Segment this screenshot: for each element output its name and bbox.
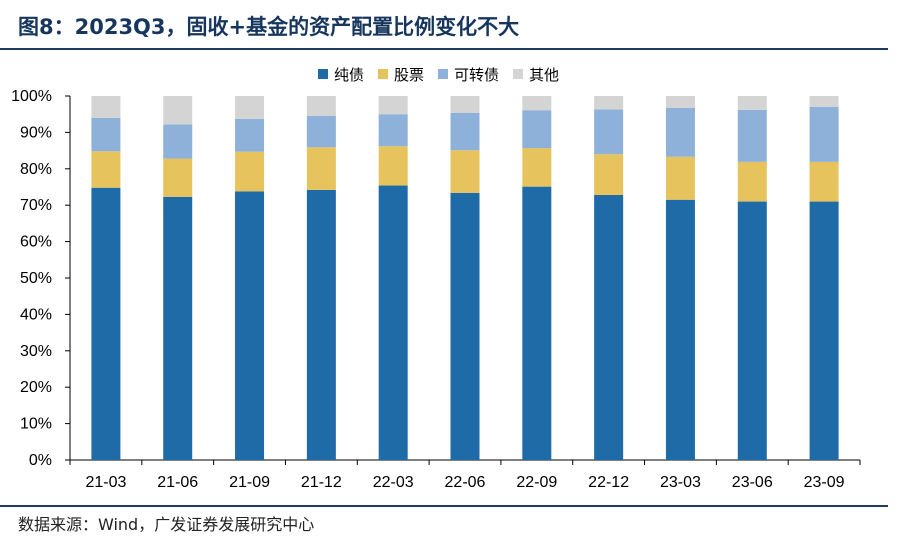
bar-segment xyxy=(450,192,480,460)
chart-title: 图8：2023Q3，固收+基金的资产配置比例变化不大 xyxy=(18,15,520,39)
bar-segment xyxy=(91,151,121,188)
stacked-bar-chart: 0% 10% 20% 30% 40% 50% 60% 70% 80% 90% 100% 21-03 21… xyxy=(11,88,861,491)
legend-swatch xyxy=(378,69,389,79)
y-tick-label: 10% xyxy=(20,416,52,433)
bar-segment xyxy=(809,161,839,202)
source-note: 数据来源：Wind，广发证券发展研究中心 xyxy=(18,515,315,534)
bar-segment xyxy=(306,96,336,117)
bar-segment xyxy=(235,118,265,152)
y-tick-label: 20% xyxy=(20,379,52,396)
bar-segment xyxy=(737,201,767,460)
bar-segment xyxy=(163,96,193,125)
y-tick-label: 50% xyxy=(20,270,52,287)
x-tick-label: 23-03 xyxy=(660,474,701,491)
top-divider xyxy=(0,48,888,50)
legend-item: 其他 xyxy=(513,64,559,85)
bar-segment xyxy=(594,109,624,155)
x-tick-label: 22-03 xyxy=(373,474,414,491)
y-tick-label: 30% xyxy=(20,343,52,360)
bar-segment xyxy=(306,116,336,148)
x-tick-label: 22-06 xyxy=(445,474,486,491)
y-tick-label: 90% xyxy=(20,124,52,141)
legend-label: 可转债 xyxy=(454,65,500,84)
x-tick-label: 22-12 xyxy=(588,474,629,491)
y-tick-label: 80% xyxy=(20,161,52,178)
bottom-divider xyxy=(0,505,888,507)
bar-segment xyxy=(235,96,265,119)
bar-segment xyxy=(163,124,193,159)
bar-segment xyxy=(522,186,552,461)
bar-segment xyxy=(522,148,552,187)
bar-segment xyxy=(737,109,767,162)
legend-item: 纯债 xyxy=(318,64,364,85)
bar-segment xyxy=(306,189,336,461)
bar-segment xyxy=(163,196,193,460)
bar-segment xyxy=(235,191,265,461)
bar-segment xyxy=(809,201,839,460)
bar-segment xyxy=(450,112,480,151)
bar-segment xyxy=(665,199,695,461)
legend: 纯债 股票 可转债 其他 xyxy=(318,63,573,85)
bar-segment xyxy=(594,96,624,110)
legend-swatch xyxy=(318,69,328,79)
y-tick-label: 40% xyxy=(20,306,52,323)
bar-segment xyxy=(91,96,121,118)
bar-segment xyxy=(378,146,408,186)
bar-segment xyxy=(737,96,767,110)
legend-label: 纯债 xyxy=(334,65,365,84)
bar-segment xyxy=(522,110,552,149)
x-tick-label: 21-12 xyxy=(301,474,342,491)
bar-segment xyxy=(809,96,839,107)
legend-item: 股票 xyxy=(378,64,424,85)
legend-label: 其他 xyxy=(529,65,560,84)
bar-segment xyxy=(91,187,121,460)
bar-segment xyxy=(235,151,265,192)
x-tick-label: 21-03 xyxy=(85,474,126,491)
bar-segment xyxy=(594,195,624,460)
legend-label: 股票 xyxy=(394,65,425,84)
y-tick-label: 70% xyxy=(20,197,52,214)
legend-swatch xyxy=(513,69,524,79)
legend-item: 可转债 xyxy=(438,64,499,85)
bar-segment xyxy=(450,96,480,113)
bar-segment xyxy=(665,96,695,109)
bar-segment xyxy=(737,161,767,202)
legend-swatch xyxy=(438,69,449,79)
bar-segment xyxy=(522,96,552,111)
bar-segment xyxy=(378,185,408,460)
y-tick-label: 100% xyxy=(11,88,52,105)
bar-segment xyxy=(809,106,839,162)
x-tick-label: 22-09 xyxy=(516,474,557,491)
bar-segment xyxy=(594,154,624,196)
bar-segment xyxy=(378,96,408,115)
bar-segment xyxy=(665,156,695,200)
x-tick-label: 23-09 xyxy=(804,474,845,491)
x-tick-label: 23-06 xyxy=(732,474,773,491)
bar-segment xyxy=(450,150,480,193)
bar-segment xyxy=(378,114,408,147)
bar-segment xyxy=(163,158,193,197)
x-tick-label: 21-09 xyxy=(229,474,270,491)
y-tick-label: 60% xyxy=(20,234,52,251)
bar-segment xyxy=(665,108,695,157)
bar-segment xyxy=(91,117,121,152)
bar-segment xyxy=(306,147,336,190)
x-tick-label: 21-06 xyxy=(157,474,198,491)
y-tick-label: 0% xyxy=(29,452,52,469)
